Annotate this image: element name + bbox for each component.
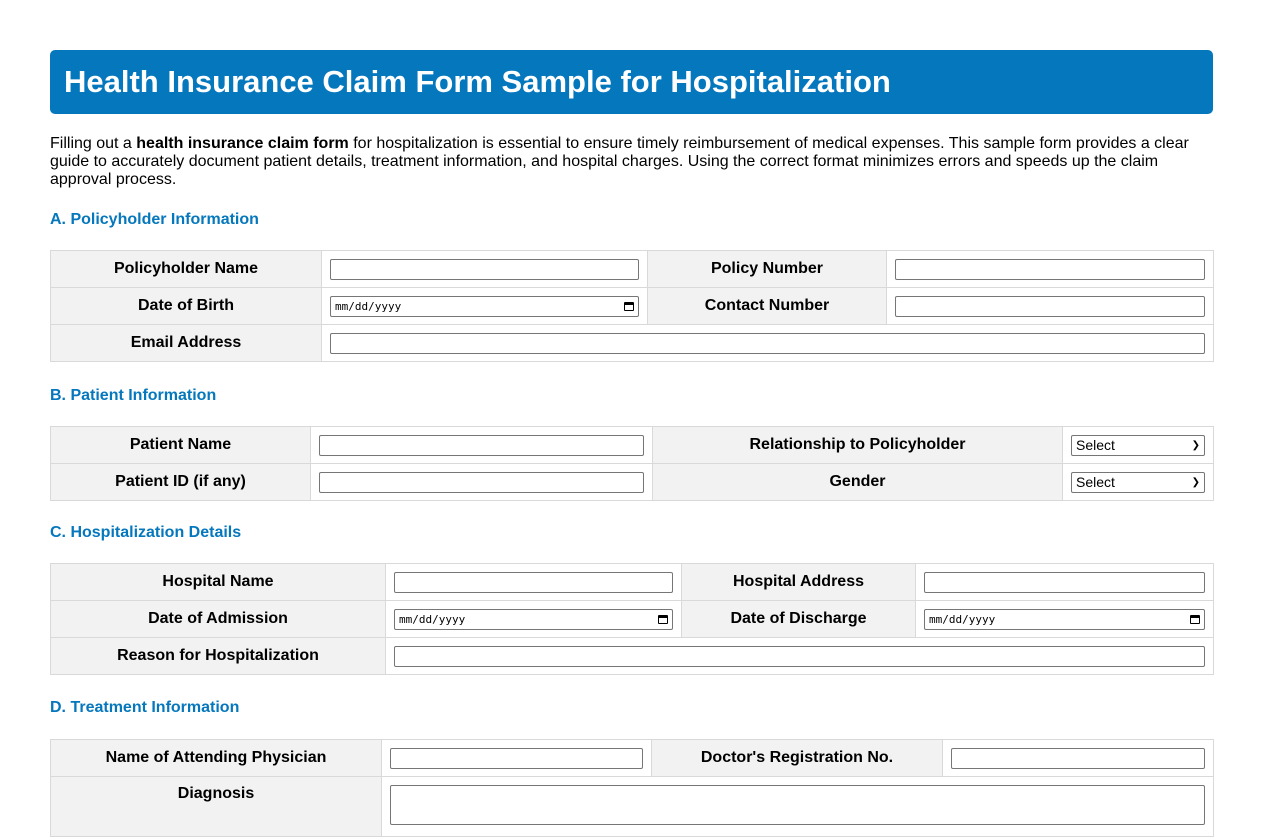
label: Policyholder Name [50,250,322,288]
intro-part: for hospitalization is essential to ensu… [50,135,1189,188]
calendar-icon[interactable] [658,614,668,624]
page-title: Health Insurance Claim Form Sample for H… [64,64,891,99]
diagnosis-input[interactable] [390,785,1205,825]
patient-id-input[interactable] [319,471,644,493]
treatment-table: Name of Attending Physician Doctor's Reg… [50,739,1214,837]
label: Relationship to Policyholder [652,426,1063,464]
label: Policy Number [647,250,887,288]
date-placeholder: mm/dd/yyyy [335,299,402,313]
label: Date of Birth [50,287,322,325]
hospital-address-input[interactable] [924,571,1205,593]
intro-text: Filling out a health insurance claim for… [50,135,1213,189]
section-d-heading: D. Treatment Information [50,699,240,716]
select-value: Select [1076,474,1115,490]
page-header: Health Insurance Claim Form Sample for H… [50,50,1213,114]
label: Name of Attending Physician [50,739,382,777]
policy-number-input[interactable] [895,258,1205,280]
admission-date-input[interactable]: mm/dd/yyyy [394,608,673,630]
hospital-name-input[interactable] [394,571,673,593]
chevron-down-icon: ❯ [1191,439,1200,451]
section-b-heading: B. Patient Information [50,387,217,404]
label: Patient Name [50,426,311,464]
policyholder-table: Policyholder Name Policy Number Date of … [50,250,1214,362]
chevron-down-icon: ❯ [1191,476,1200,488]
label: Doctor's Registration No. [651,739,943,777]
calendar-icon[interactable] [624,301,634,311]
policyholder-name-input[interactable] [330,258,639,280]
discharge-date-input[interactable]: mm/dd/yyyy [924,608,1205,630]
physician-name-input[interactable] [390,747,643,769]
date-of-birth-input[interactable]: mm/dd/yyyy [330,295,639,317]
section-c-heading: C. Hospitalization Details [50,524,242,541]
contact-number-input[interactable] [895,295,1205,317]
label: Diagnosis [50,776,382,837]
label: Gender [652,463,1063,501]
calendar-icon[interactable] [1190,614,1200,624]
label: Reason for Hospitalization [50,637,386,675]
date-placeholder: mm/dd/yyyy [399,612,466,626]
intro-bold: health insurance claim form [136,135,349,152]
registration-number-input[interactable] [951,747,1205,769]
label: Email Address [50,324,322,362]
label: Date of Admission [50,600,386,638]
select-value: Select [1076,437,1115,453]
date-placeholder: mm/dd/yyyy [929,612,996,626]
label: Hospital Address [681,563,916,601]
email-address-input[interactable] [330,332,1205,354]
label: Hospital Name [50,563,386,601]
gender-select[interactable]: Select ❯ [1071,471,1205,493]
reason-input[interactable] [394,645,1205,667]
label: Date of Discharge [681,600,916,638]
hospitalization-table: Hospital Name Hospital Address Date of A… [50,563,1214,675]
label: Patient ID (if any) [50,463,311,501]
intro-part: Filling out a [50,135,137,152]
patient-table: Patient Name Relationship to Policyholde… [50,426,1214,501]
relationship-select[interactable]: Select ❯ [1071,434,1205,456]
patient-name-input[interactable] [319,434,644,456]
section-a-heading: A. Policyholder Information [50,211,259,228]
label: Contact Number [647,287,887,325]
